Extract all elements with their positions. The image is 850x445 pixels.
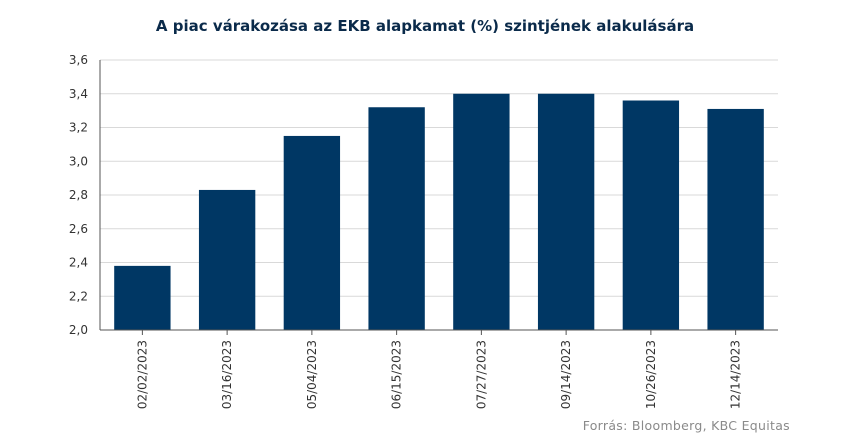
bar	[453, 93, 510, 330]
x-tick-label: 06/15/2023	[390, 340, 404, 409]
bar	[622, 100, 680, 330]
bars	[114, 93, 764, 330]
y-tick-label: 2,6	[69, 222, 88, 236]
x-tick-label: 05/04/2023	[305, 340, 319, 409]
y-tick-label: 3,0	[69, 154, 88, 168]
axes: 2,0 2,2 2,4 2,6 2,8 3,0 3,2 3,4 3,6 02/02/2023 03/…	[69, 53, 778, 409]
y-tick-label: 3,4	[69, 87, 88, 101]
y-tick-label: 2,4	[69, 256, 88, 270]
x-tick-label: 10/26/2023	[644, 340, 658, 409]
source-note: Forrás: Bloomberg, KBC Equitas	[582, 418, 790, 433]
bar	[368, 107, 425, 330]
y-tick-label: 3,6	[69, 53, 88, 67]
y-tick-label: 2,2	[69, 289, 88, 303]
x-tick-label: 09/14/2023	[559, 340, 573, 409]
y-tick-label: 2,8	[69, 188, 88, 202]
bar	[707, 108, 764, 330]
y-tick-label: 2,0	[69, 323, 88, 337]
x-tick-label: 02/02/2023	[135, 340, 149, 409]
bar	[283, 135, 341, 330]
x-tick-label: 12/14/2023	[729, 340, 743, 409]
bar	[198, 189, 256, 330]
bar	[537, 93, 595, 330]
chart-title: A piac várakozása az EKB alapkamat (%) s…	[155, 17, 695, 35]
y-tick-label: 3,2	[69, 121, 88, 135]
bar	[114, 265, 171, 330]
x-tick-label: 07/27/2023	[474, 340, 488, 409]
x-tick-label: 03/16/2023	[220, 340, 234, 409]
